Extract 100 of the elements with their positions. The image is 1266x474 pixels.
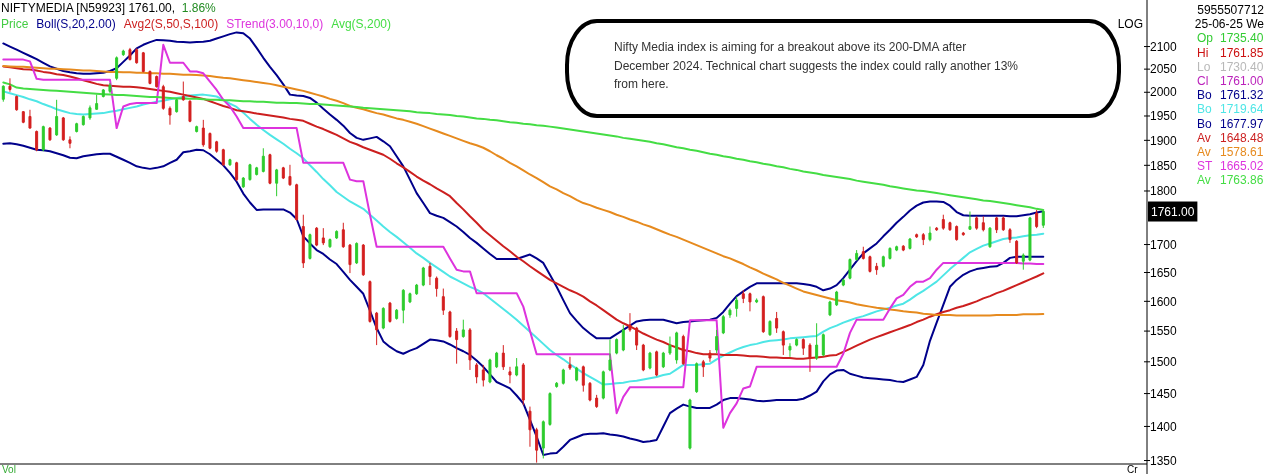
line-series [2,81,1045,211]
candlestick [515,357,519,377]
candlestick [335,229,339,240]
candlestick [701,359,705,378]
candlestick [188,99,192,123]
candlestick [355,241,359,265]
candlestick [608,339,612,372]
candlestick [208,131,212,150]
y-tick-label: 1650 [1150,265,1178,280]
candlestick [675,331,679,365]
candlestick [308,233,312,261]
candlestick [921,232,925,246]
text: STrend(3.00,10,0) [226,17,324,31]
candlestick [635,326,639,351]
candlestick [75,122,79,133]
candlestick [581,365,585,393]
candlestick [288,164,292,187]
candlestick [241,176,245,189]
y-tick-label: 1400 [1150,419,1178,434]
candlestick [541,419,545,459]
annotation: Nifty Media index is aiming for a breakout above its 200-DMA after December 2024. Technical chart suggests the index could rally another 13% from here. [614,40,1019,91]
candlestick [575,366,579,382]
candlestick [501,344,505,371]
y-tick-label: 1900 [1150,133,1178,148]
candlestick [495,351,499,369]
candlestick [841,278,845,287]
candlestick [995,216,999,234]
text: Lo 1730.40 [1197,59,1264,74]
text: LOG [1117,17,1143,31]
candlestick [108,82,112,94]
legend-title: Price [1,17,29,31]
y-tick-label: 1550 [1150,324,1178,339]
text: Bo 1719.64 [1197,102,1264,117]
candlestick [261,147,265,173]
candlestick [895,245,899,252]
candlestick [375,311,379,346]
candlestick [688,398,692,450]
candlestick [121,49,125,57]
candlestick [328,238,332,249]
candlestick [948,221,952,232]
candlestick [728,307,732,319]
candlestick [588,381,592,402]
text: Bo 1761.32 [1197,88,1264,103]
candlestick [348,243,352,274]
chart-title: NIFTYMEDIA [N59923] 1761.00, [1,1,176,15]
candlestick [908,237,912,251]
candlestick [128,47,132,61]
candlestick [788,342,792,358]
y-tick-label: 1350 [1150,453,1178,468]
text: Vol [2,464,16,474]
candlestick [195,125,199,133]
candlestick [775,311,779,334]
candlestick [95,94,99,111]
candlestick [648,351,652,370]
candlestick [401,288,405,324]
candlestick [875,262,879,276]
candlestick [801,337,805,356]
candlestick [1021,252,1025,271]
y-tick-label: 2000 [1150,85,1178,100]
candlestick [988,226,992,249]
line-series [2,31,1045,340]
text: Cl 1761.00 [1197,74,1264,88]
candlestick [341,222,345,249]
candlestick [848,257,852,280]
candlestick [475,362,479,384]
candlestick [755,297,759,304]
candlestick [228,158,232,167]
y-tick-label: 1850 [1150,158,1178,173]
candlestick [88,104,92,121]
candlestick [8,77,12,93]
line-series [2,43,1045,429]
candlestick [441,288,445,316]
candlestick [888,246,892,261]
candlestick [535,427,539,464]
candlestick [301,214,305,269]
text: Avg(S,200) [331,17,391,31]
candlestick [828,300,832,317]
candlestick [868,255,872,274]
candlestick [968,211,972,231]
candlestick [268,153,272,185]
candlestick [795,337,799,347]
candlestick [368,279,372,324]
candlestick [148,70,152,85]
candlestick [1001,215,1005,232]
candlestick [115,55,119,81]
candlestick [735,296,739,318]
candlestick [55,99,59,137]
candlestick [568,356,572,371]
candlestick [561,368,565,386]
text: Bo 1677.97 [1197,116,1264,131]
candlestick [555,381,559,389]
text: Hi 1761.85 [1197,45,1264,60]
candlestick [1028,216,1032,262]
y-tick-label: 2050 [1150,62,1178,77]
candlestick [595,394,599,409]
candlestick [135,47,139,65]
candlestick [455,327,459,365]
candlestick [815,322,819,361]
candlestick [1035,209,1039,229]
candlestick [48,126,52,142]
